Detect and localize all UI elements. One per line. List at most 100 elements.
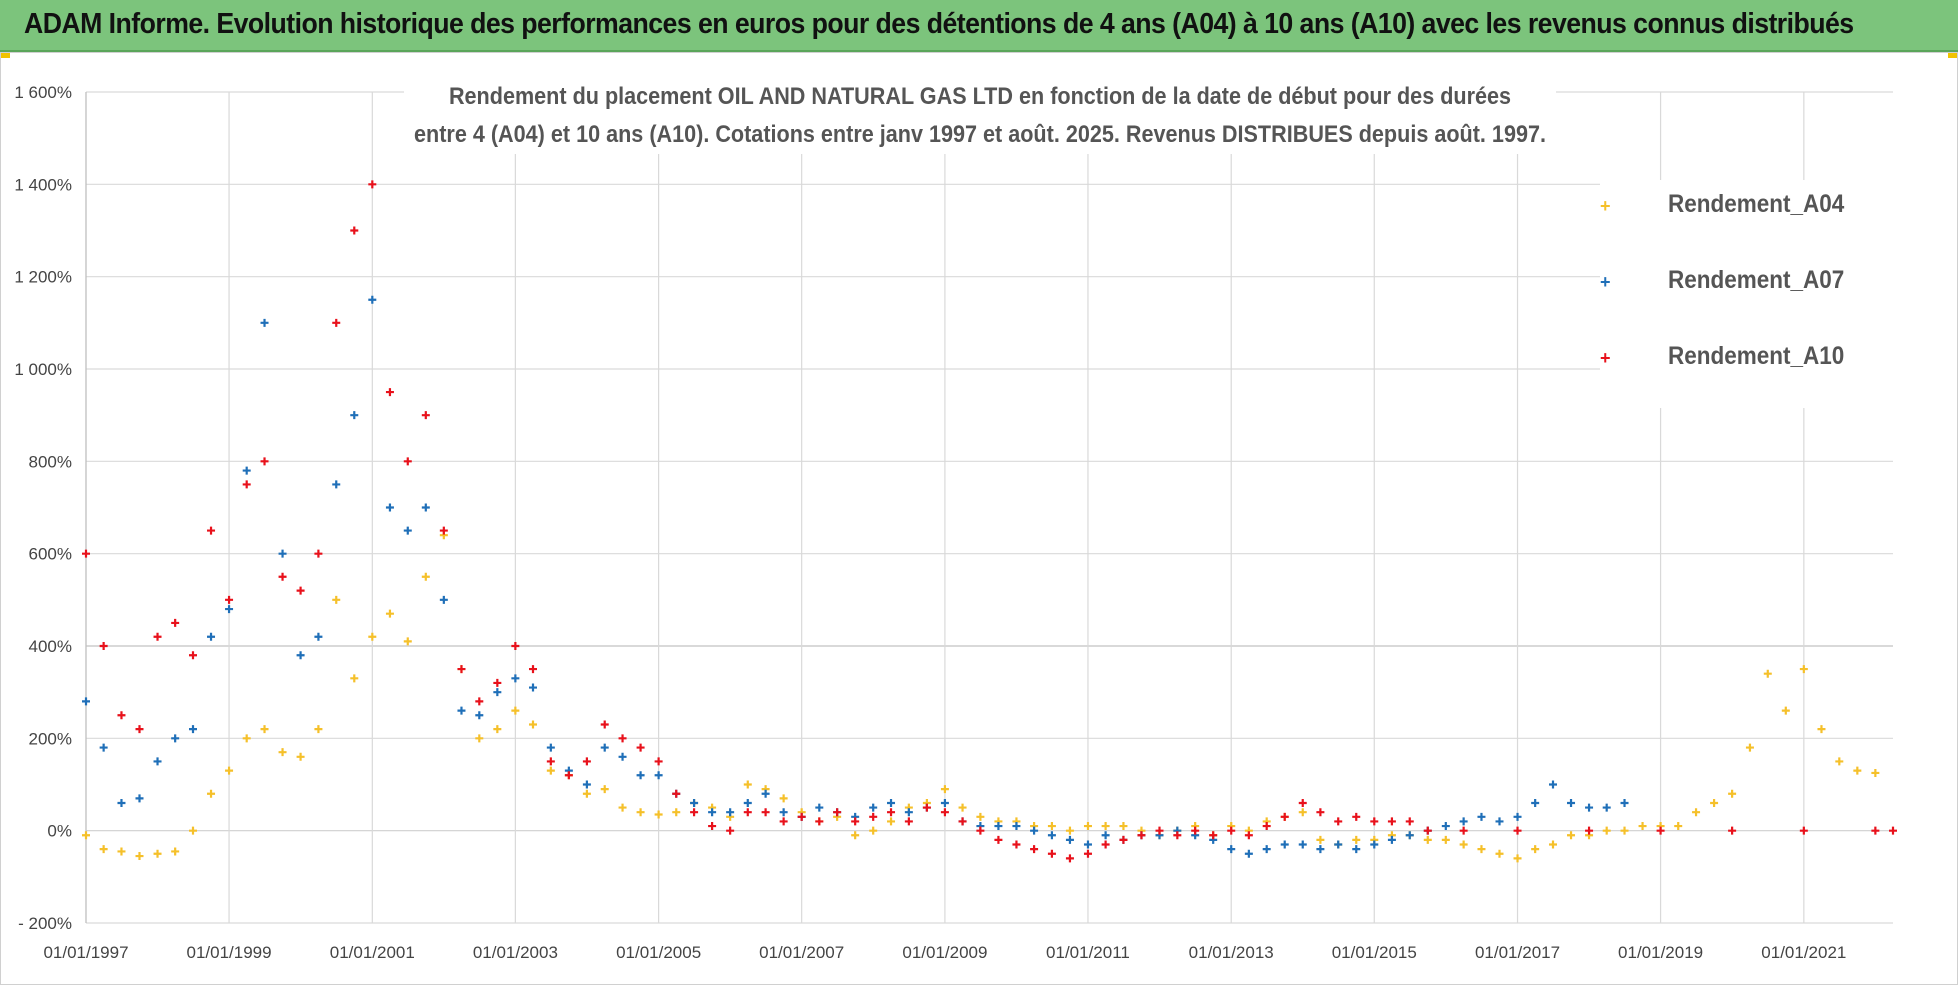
data-point [1871, 768, 1880, 777]
data-point [1745, 743, 1754, 752]
data-point [1119, 822, 1128, 831]
corner-mark-left [0, 52, 10, 58]
data-point [171, 734, 180, 743]
y-tick-label: 600% [29, 545, 72, 564]
data-point [385, 388, 394, 397]
data-point [1513, 854, 1522, 863]
data-point [1083, 822, 1092, 831]
data-point [546, 766, 555, 775]
data-point [403, 526, 412, 535]
data-point [296, 586, 305, 595]
data-point [1173, 831, 1182, 840]
data-point [976, 812, 985, 821]
data-point [1101, 822, 1110, 831]
data-point [869, 812, 878, 821]
data-point [1799, 665, 1808, 674]
data-point [350, 226, 359, 235]
data-point [1710, 798, 1719, 807]
data-point [690, 798, 699, 807]
data-point [851, 831, 860, 840]
data-point [242, 480, 251, 489]
data-point [1531, 798, 1540, 807]
report-banner: ADAM Informe. Evolution historique des p… [0, 0, 1958, 52]
data-point [1423, 835, 1432, 844]
data-point [546, 757, 555, 766]
data-point [296, 752, 305, 761]
data-point [278, 748, 287, 757]
data-point [385, 609, 394, 618]
data-point [1298, 840, 1307, 849]
data-point [761, 808, 770, 817]
data-point [332, 480, 341, 489]
data-point [1012, 840, 1021, 849]
data-point [940, 808, 949, 817]
data-point [99, 743, 108, 752]
axis-labels: - 200% 0% 200% 400% 600% 800% 1 000% 1 200% 1 40… [14, 83, 1846, 962]
data-point [1030, 826, 1039, 835]
data-point [1513, 826, 1522, 835]
data-point [618, 734, 627, 743]
data-point [761, 789, 770, 798]
data-point [117, 847, 126, 856]
data-point [1889, 826, 1897, 835]
data-point [690, 808, 699, 817]
data-point [242, 466, 251, 475]
data-point [225, 766, 234, 775]
data-point [1567, 798, 1576, 807]
data-point [135, 794, 144, 803]
data-point [726, 826, 735, 835]
data-point [672, 808, 681, 817]
x-tick-label: 01/01/2005 [616, 943, 701, 962]
x-tick-label: 01/01/2017 [1475, 943, 1560, 962]
data-point [1620, 798, 1629, 807]
data-point [1119, 835, 1128, 844]
data-point [779, 817, 788, 826]
data-point [153, 632, 162, 641]
legend-label-a10: Rendement_A10 [1668, 342, 1845, 370]
data-point [135, 725, 144, 734]
data-point [1638, 822, 1647, 831]
data-point [654, 810, 663, 819]
data-point [1477, 845, 1486, 854]
data-point [82, 697, 90, 706]
data-point [1352, 845, 1361, 854]
data-point [171, 847, 180, 856]
data-point [403, 457, 412, 466]
legend-marker-a10: + [1600, 348, 1611, 368]
data-point [1495, 817, 1504, 826]
data-point [207, 526, 216, 535]
data-point [207, 789, 216, 798]
data-point [600, 720, 609, 729]
x-tick-label: 01/01/2019 [1618, 943, 1703, 962]
legend-marker-a04: + [1600, 196, 1611, 216]
data-point [1101, 840, 1110, 849]
data-point [1477, 812, 1486, 821]
data-point [994, 835, 1003, 844]
data-point [1030, 845, 1039, 854]
data-point [1334, 817, 1343, 826]
data-point [1781, 706, 1790, 715]
data-point [314, 725, 323, 734]
data-point [958, 817, 967, 826]
data-point [887, 808, 896, 817]
data-point [1352, 812, 1361, 821]
data-point [278, 549, 287, 558]
data-point [743, 808, 752, 817]
legend-item-a10: + Rendement_A10 [1600, 332, 1900, 408]
data-point [564, 771, 573, 780]
data-point [350, 411, 359, 420]
data-point [99, 845, 108, 854]
legend-marker-a07: + [1600, 272, 1611, 292]
data-point [636, 771, 645, 780]
data-point [153, 849, 162, 858]
data-point [1334, 840, 1343, 849]
data-point [493, 678, 502, 687]
data-point [1065, 826, 1074, 835]
data-point [314, 549, 323, 558]
data-point [654, 771, 663, 780]
data-point [1405, 817, 1414, 826]
data-point [1352, 835, 1361, 844]
data-point [493, 725, 502, 734]
data-point [600, 785, 609, 794]
report-title: ADAM Informe. Evolution historique des p… [24, 8, 1854, 40]
